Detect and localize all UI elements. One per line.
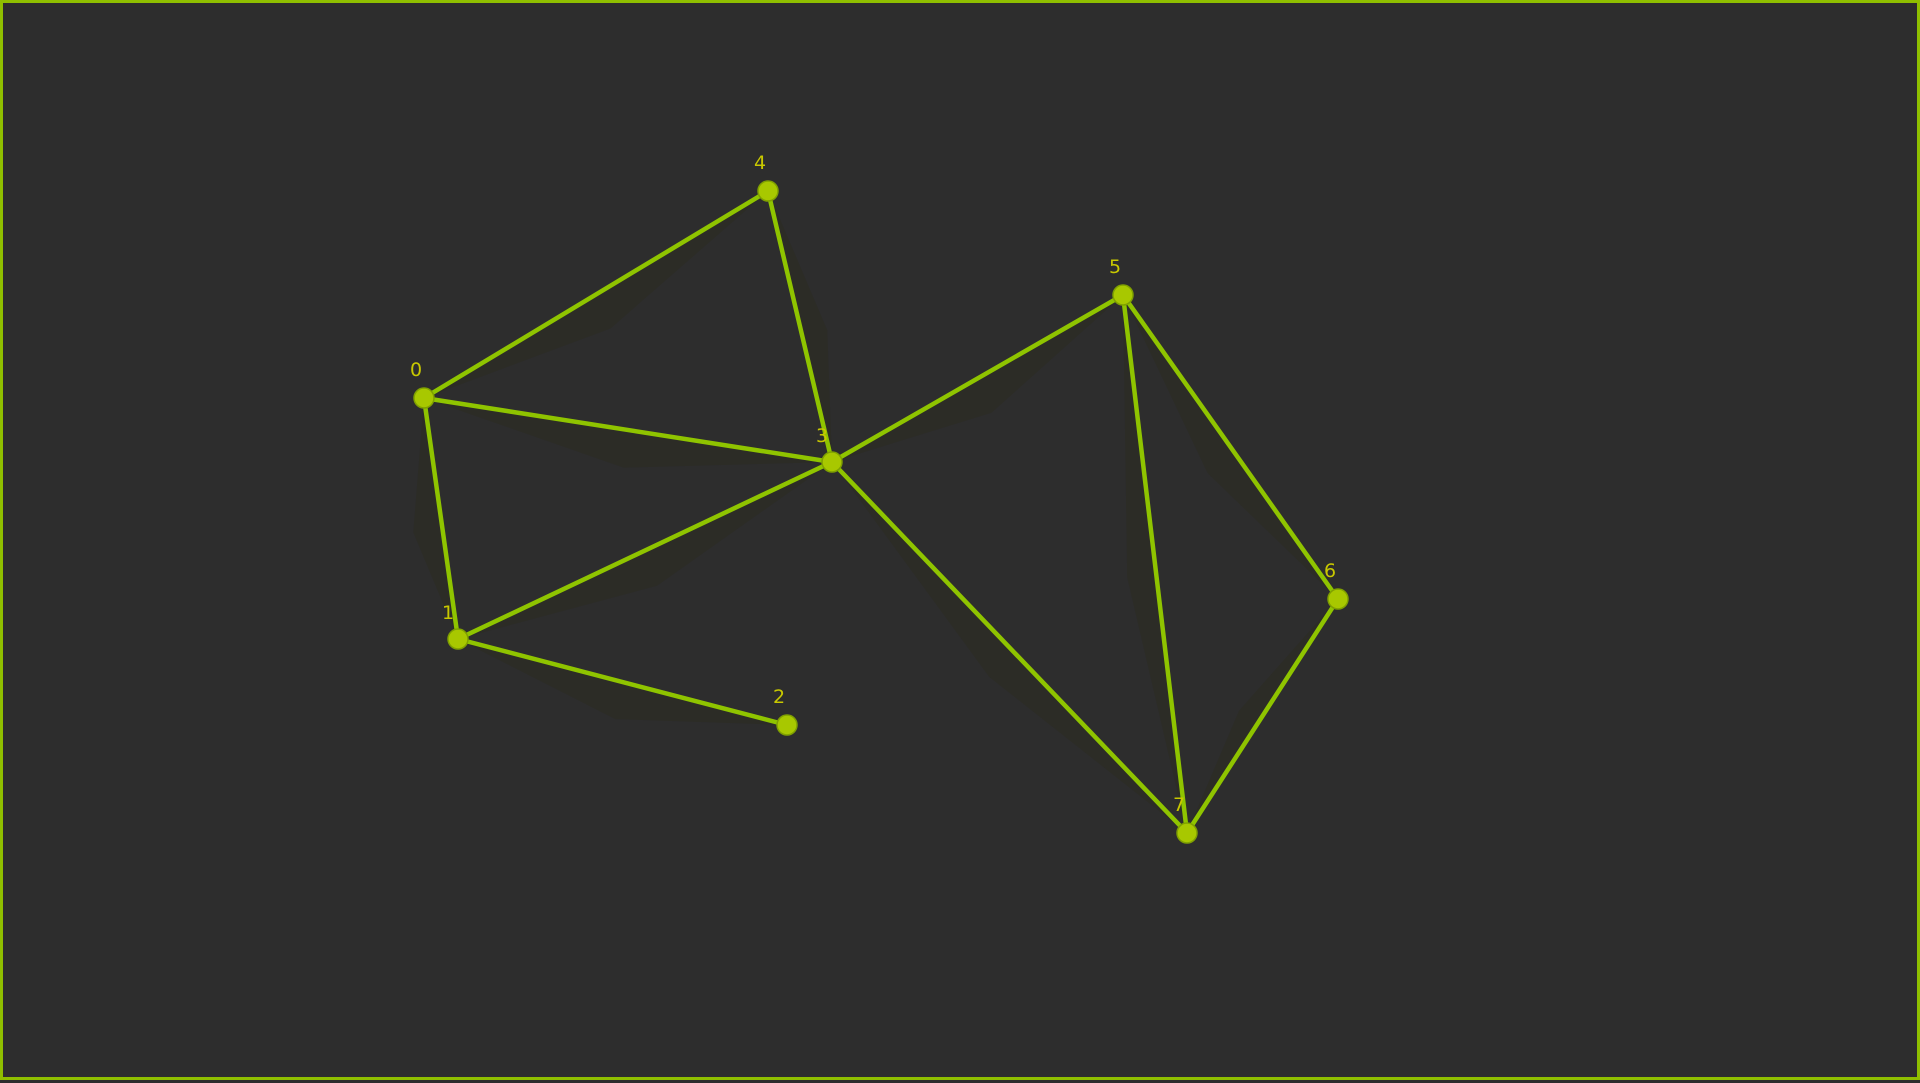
edge-6-7 [1184, 596, 1341, 836]
edge-1-2 [455, 636, 790, 728]
edge-0-4 [421, 188, 771, 401]
node-0[interactable] [413, 387, 435, 409]
node-layer [413, 180, 1349, 844]
node-label-0: 0 [410, 359, 422, 381]
node-7[interactable] [1176, 822, 1198, 844]
edge-3-7 [829, 459, 1190, 836]
node-label-4: 4 [754, 152, 766, 174]
node-label-1: 1 [442, 602, 454, 624]
edge-1-3 [455, 459, 835, 642]
edge-layer [421, 188, 1341, 836]
edge-5-7 [1120, 292, 1190, 836]
edge-shadow-0-1 [413, 398, 458, 639]
edge-0-1 [421, 395, 461, 642]
edge-3-5 [829, 292, 1126, 465]
node-label-6: 6 [1324, 560, 1336, 582]
network-graph: 0 1 2 3 4 5 6 7 [410, 152, 1349, 844]
node-label-5: 5 [1109, 256, 1121, 278]
node-6[interactable] [1327, 588, 1349, 610]
node-3[interactable] [821, 451, 843, 473]
edge-5-6 [1120, 292, 1341, 602]
node-1[interactable] [447, 628, 469, 650]
edge-3-4 [765, 188, 835, 465]
node-label-2: 2 [773, 686, 785, 708]
node-2[interactable] [776, 714, 798, 736]
label-layer: 0 1 2 3 4 5 6 7 [410, 152, 1336, 816]
node-4[interactable] [757, 180, 779, 202]
edge-0-3 [421, 395, 835, 465]
node-label-7: 7 [1173, 794, 1185, 816]
edge-shadow-layer [413, 191, 1338, 833]
node-5[interactable] [1112, 284, 1134, 306]
node-label-3: 3 [816, 425, 828, 447]
